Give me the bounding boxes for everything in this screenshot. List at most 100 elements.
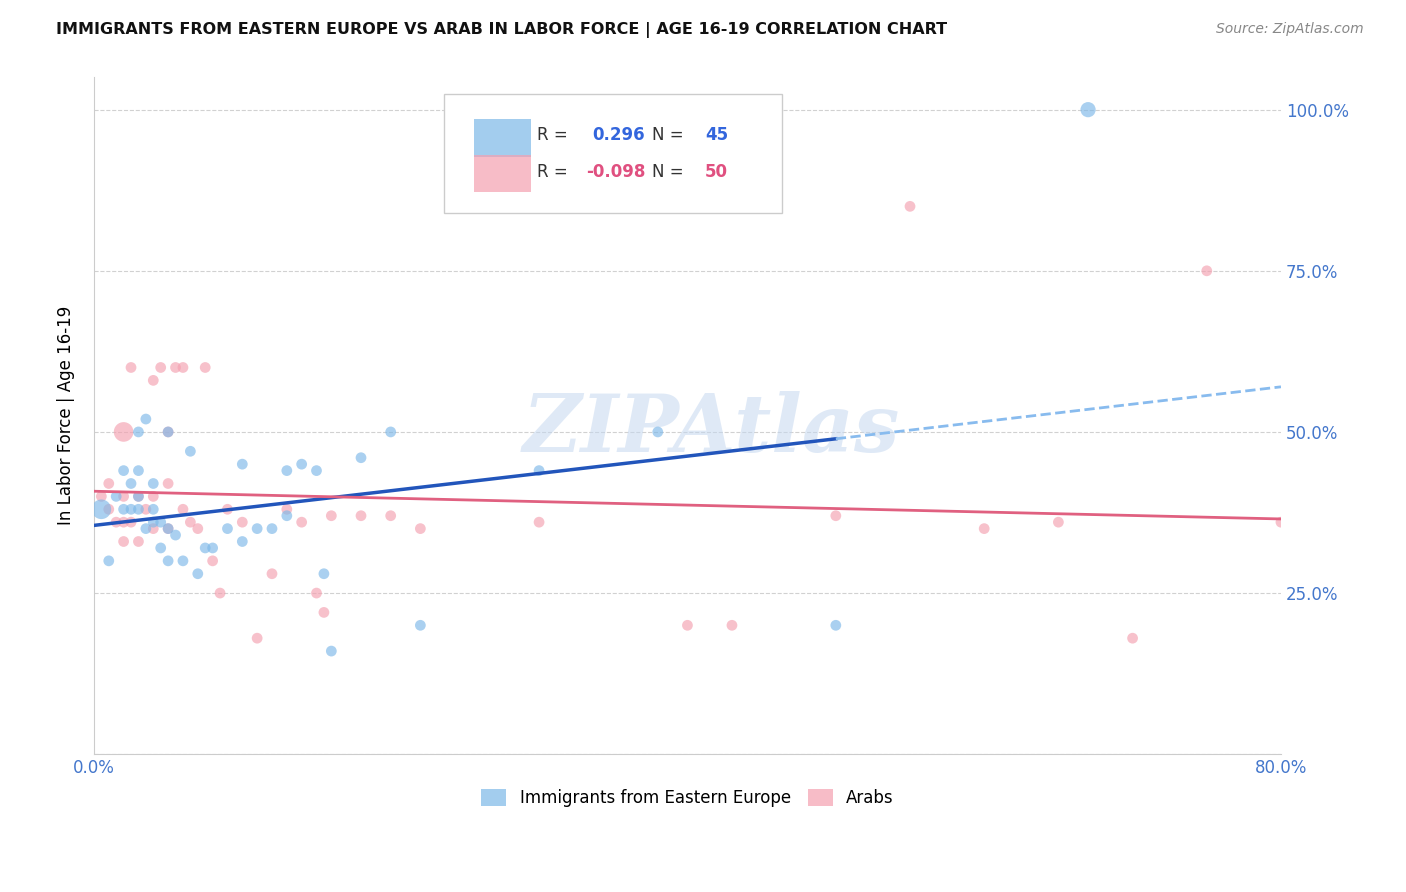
Point: [142, 522, 165, 536]
Point: [194, 541, 217, 555]
Point: [157, 476, 180, 491]
Point: [105, 515, 128, 529]
Point: [142, 373, 165, 387]
Point: [276, 502, 298, 516]
Point: [1195, 264, 1218, 278]
Point: [127, 534, 149, 549]
Text: N =: N =: [652, 126, 683, 144]
Point: [112, 515, 135, 529]
Point: [260, 522, 283, 536]
Point: [120, 502, 142, 516]
Point: [527, 515, 550, 529]
Point: [276, 464, 298, 478]
Point: [1122, 631, 1144, 645]
Point: [209, 586, 232, 600]
Point: [142, 489, 165, 503]
Point: [157, 425, 180, 439]
Point: [380, 508, 402, 523]
Point: [149, 360, 172, 375]
Point: [231, 457, 253, 471]
Point: [112, 502, 135, 516]
Point: [409, 522, 432, 536]
FancyBboxPatch shape: [474, 155, 530, 193]
Point: [179, 444, 201, 458]
Point: [321, 508, 343, 523]
Point: [149, 541, 172, 555]
Point: [120, 360, 142, 375]
Point: [127, 464, 149, 478]
Point: [350, 508, 373, 523]
Point: [647, 425, 669, 439]
Point: [676, 618, 699, 632]
Point: [172, 502, 194, 516]
Point: [824, 618, 846, 632]
Point: [305, 464, 328, 478]
Point: [231, 515, 253, 529]
FancyBboxPatch shape: [444, 95, 782, 213]
Point: [97, 502, 120, 516]
Point: [312, 606, 335, 620]
Point: [135, 522, 157, 536]
Point: [1077, 103, 1099, 117]
Point: [172, 554, 194, 568]
Point: [380, 425, 402, 439]
Text: -0.098: -0.098: [586, 163, 645, 181]
Point: [127, 425, 149, 439]
Point: [105, 489, 128, 503]
Point: [112, 464, 135, 478]
Text: Source: ZipAtlas.com: Source: ZipAtlas.com: [1216, 22, 1364, 37]
Point: [217, 502, 239, 516]
Point: [127, 502, 149, 516]
Point: [172, 360, 194, 375]
Text: ZIPAtlas: ZIPAtlas: [523, 391, 900, 468]
Point: [120, 515, 142, 529]
Text: 45: 45: [706, 126, 728, 144]
Point: [898, 199, 921, 213]
Point: [305, 586, 328, 600]
Point: [231, 534, 253, 549]
Point: [142, 476, 165, 491]
Point: [187, 522, 209, 536]
Point: [312, 566, 335, 581]
Y-axis label: In Labor Force | Age 16-19: In Labor Force | Age 16-19: [58, 306, 75, 525]
Point: [246, 631, 269, 645]
Point: [973, 522, 995, 536]
Point: [90, 489, 112, 503]
Point: [157, 522, 180, 536]
Point: [120, 476, 142, 491]
Point: [179, 515, 201, 529]
Point: [276, 508, 298, 523]
Point: [187, 566, 209, 581]
Point: [1047, 515, 1070, 529]
Point: [165, 528, 187, 542]
Point: [157, 522, 180, 536]
Point: [321, 644, 343, 658]
Point: [201, 541, 224, 555]
Point: [217, 522, 239, 536]
Text: N =: N =: [652, 163, 683, 181]
Legend: Immigrants from Eastern Europe, Arabs: Immigrants from Eastern Europe, Arabs: [475, 782, 900, 814]
FancyBboxPatch shape: [474, 120, 530, 157]
Point: [194, 360, 217, 375]
Point: [291, 457, 314, 471]
Point: [97, 554, 120, 568]
Point: [246, 522, 269, 536]
Point: [291, 515, 314, 529]
Point: [260, 566, 283, 581]
Point: [112, 425, 135, 439]
Point: [527, 464, 550, 478]
Point: [157, 425, 180, 439]
Point: [112, 534, 135, 549]
Point: [127, 489, 149, 503]
Point: [409, 618, 432, 632]
Point: [149, 515, 172, 529]
Text: 50: 50: [706, 163, 728, 181]
Point: [142, 515, 165, 529]
Point: [142, 502, 165, 516]
Point: [135, 412, 157, 426]
Point: [201, 554, 224, 568]
Point: [721, 618, 744, 632]
Point: [350, 450, 373, 465]
Point: [824, 508, 846, 523]
Point: [127, 489, 149, 503]
